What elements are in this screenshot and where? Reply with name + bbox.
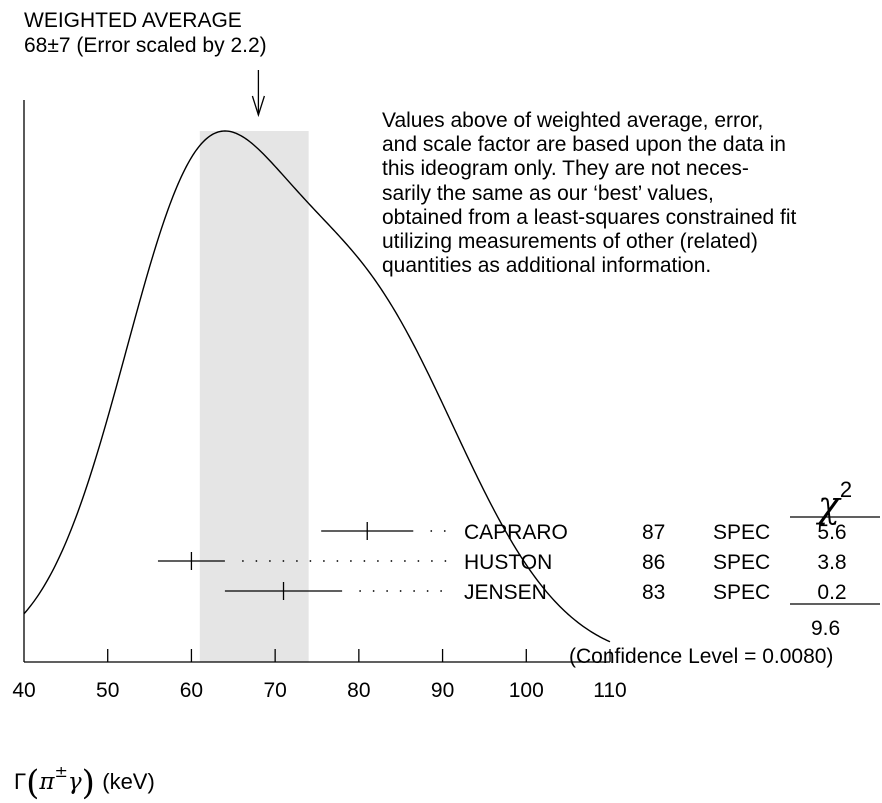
note-line: sarily the same as our ‘best’ values, xyxy=(382,181,714,205)
explanatory-note: Values above of weighted average, error,… xyxy=(382,109,796,278)
experiment-year: 86 xyxy=(642,551,665,574)
leader-dot xyxy=(431,560,433,562)
experiment-technique: SPEC xyxy=(713,581,770,604)
chart-subtitle: 68±7 (Error scaled by 2.2) xyxy=(24,34,267,57)
measurements: CAPRARO 87 SPEC 5.6 HUSTON 86 SPEC 3.8 JENSEN 83 S… xyxy=(157,521,847,604)
note-line: Values above of weighted average, error, xyxy=(382,109,764,132)
leader-dot xyxy=(430,530,433,532)
leader-dot xyxy=(444,560,447,562)
confidence-level: (Confidence Level = 0.0080) xyxy=(569,645,834,668)
leader-dot xyxy=(426,590,429,592)
leader-dot xyxy=(309,560,312,562)
leader-dot xyxy=(269,560,271,562)
leader-dot xyxy=(323,560,325,562)
leader-dot xyxy=(386,590,389,592)
experiment-technique: SPEC xyxy=(713,551,770,574)
chi2-value: 0.2 xyxy=(817,581,846,604)
x-tick-label: 70 xyxy=(263,679,286,702)
x-axis-label: Γ(π±γ) (keV) xyxy=(14,762,155,803)
experiment-year: 83 xyxy=(642,581,665,604)
average-arrow-head xyxy=(251,95,266,118)
x-tick-label: 110 xyxy=(593,679,626,702)
leader-dot xyxy=(336,560,339,562)
x-tick-label: 80 xyxy=(347,679,370,702)
chi2-total: 9.6 xyxy=(811,617,841,640)
x-tick-label: 40 xyxy=(12,679,35,702)
experiment-technique: SPEC xyxy=(713,521,770,544)
x-tick-label: 50 xyxy=(96,679,119,702)
chi2-value: 3.8 xyxy=(817,551,846,574)
leader-dot xyxy=(242,560,244,562)
leader-dot xyxy=(413,590,416,592)
leader-dot xyxy=(440,590,443,592)
x-tick-label: 90 xyxy=(431,679,454,702)
note-line: quantities as additional information. xyxy=(382,254,712,278)
chart-title: WEIGHTED AVERAGE xyxy=(24,9,242,32)
chi2-value: 5.6 xyxy=(817,521,846,544)
leader-dot xyxy=(372,590,375,592)
leader-dot xyxy=(390,560,393,562)
leader-dot xyxy=(377,560,379,562)
leader-dot xyxy=(404,560,406,562)
measurement-row: HUSTON 86 SPEC 3.8 xyxy=(157,551,847,574)
leader-dot xyxy=(443,530,446,532)
measurement-row: JENSEN 83 SPEC 0.2 xyxy=(224,581,847,604)
note-line: utilizing measurements of other (related… xyxy=(382,230,758,254)
x-ticks: 40 50 60 70 80 90 100 110 xyxy=(12,649,627,702)
leader-dot xyxy=(363,560,366,562)
note-line: obtained from a least-squares constraine… xyxy=(382,205,797,229)
leader-dot xyxy=(296,560,298,562)
x-tick-label: 100 xyxy=(509,679,544,702)
note-line: this ideogram only. They are not neces- xyxy=(382,157,749,181)
x-tick-label: 60 xyxy=(180,679,203,702)
ideogram-curve xyxy=(23,130,611,643)
leader-dot xyxy=(417,560,420,562)
experiment-name: CAPRARO xyxy=(464,521,568,544)
leader-dot xyxy=(350,560,352,562)
leader-dot xyxy=(399,590,402,592)
leader-dot xyxy=(255,560,258,562)
measurement-row: CAPRARO 87 SPEC 5.6 xyxy=(321,521,847,544)
leader-dot xyxy=(359,590,362,592)
experiment-year: 87 xyxy=(642,521,665,544)
note-line: and scale factor are based upon the data… xyxy=(382,133,786,157)
chi2-header: χ2 xyxy=(818,477,853,526)
error-band xyxy=(199,131,309,662)
experiment-name: JENSEN xyxy=(464,581,547,604)
experiment-name: HUSTON xyxy=(464,551,552,574)
leader-dot xyxy=(282,560,285,562)
